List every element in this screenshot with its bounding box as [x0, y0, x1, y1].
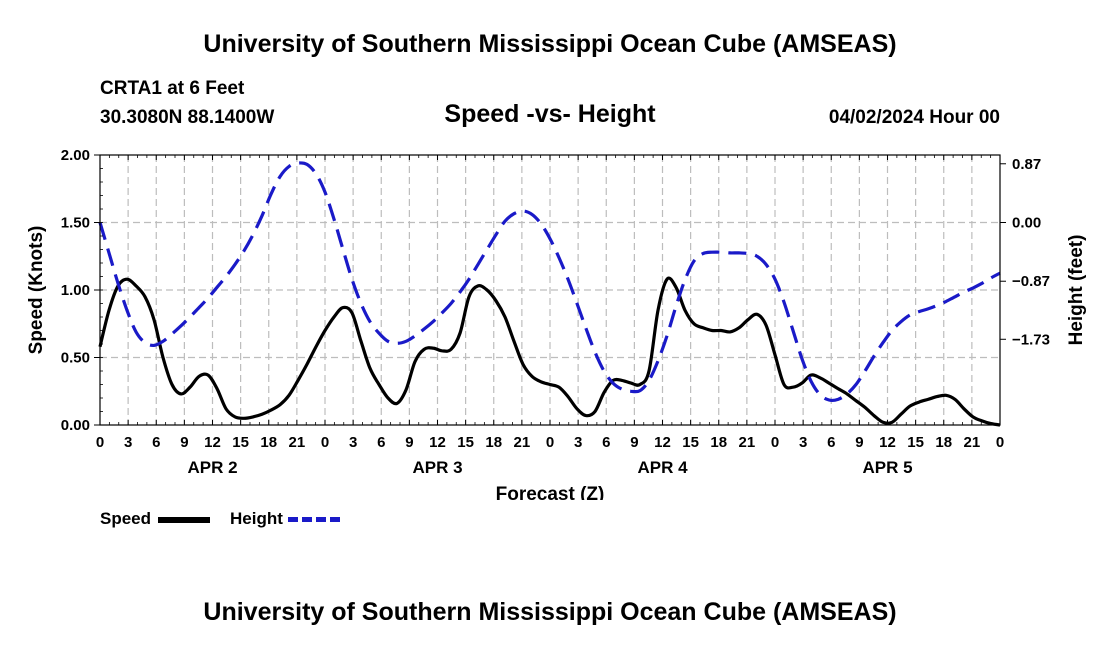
y-axis-right-title: Height (feet): [1066, 235, 1087, 346]
speed-series-line: [98, 276, 1001, 427]
height-series-line: [98, 161, 1001, 403]
x-tick-label: 0: [546, 434, 554, 451]
x-tick-label: 15: [682, 434, 699, 451]
chart-title: University of Southern Mississippi Ocean…: [203, 30, 897, 58]
x-tick-label: 21: [964, 434, 981, 451]
y-left-tick-label: 0.50: [61, 350, 90, 367]
x-tick-label: 0: [321, 434, 329, 451]
x-tick-label: 12: [429, 434, 446, 451]
x-tick-label: 6: [152, 434, 160, 451]
day-label: APR 2: [187, 458, 237, 477]
x-tick-label: 0: [96, 434, 104, 451]
x-tick-label: 6: [827, 434, 835, 451]
x-tick-label: 0: [771, 434, 779, 451]
x-tick-label: 6: [377, 434, 385, 451]
legend-height-swatch: [287, 517, 340, 523]
x-axis-title: Forecast (Z): [496, 484, 605, 500]
series-layer: [98, 161, 1001, 427]
y-axis-left-title: Speed (Knots): [26, 226, 47, 355]
y-right-tick-label: 0.87: [1012, 156, 1041, 173]
legend-height: Height: [230, 509, 340, 529]
station-label: CRTA1 at 6 Feet: [100, 78, 245, 99]
x-tick-label: 15: [457, 434, 474, 451]
chart-subtitle: Speed -vs- Height: [444, 100, 656, 128]
axes-layer: 0 3 6 9 12 15 18 21 0 3 6 9 12 15 18 21 0 3 6 9 12 15 18 21 0 3 6 9…: [61, 147, 1050, 477]
day-label: APR 5: [862, 458, 912, 477]
y-left-tick-label: 0.00: [61, 417, 90, 434]
x-tick-label: 3: [349, 434, 357, 451]
x-tick-label: 9: [405, 434, 413, 451]
x-tick-label: 9: [630, 434, 638, 451]
y-left-tick-label: 1.50: [61, 215, 90, 232]
y-right-tick-label: −1.73: [1012, 331, 1050, 348]
y-right-tick-label: −0.87: [1012, 273, 1050, 290]
x-tick-label: 21: [289, 434, 306, 451]
x-tick-label: 0: [996, 434, 1004, 451]
x-tick-label: 18: [935, 434, 952, 451]
day-label: APR 4: [637, 458, 688, 477]
x-tick-label: 3: [574, 434, 582, 451]
x-tick-label: 18: [710, 434, 727, 451]
y-left-tick-label: 2.00: [61, 147, 90, 164]
x-tick-label: 3: [799, 434, 807, 451]
x-tick-label: 21: [514, 434, 531, 451]
x-tick-label: 15: [232, 434, 249, 451]
y-left-tick-label: 1.00: [61, 282, 90, 299]
x-tick-label: 18: [260, 434, 277, 451]
legend-speed-swatch: [157, 516, 210, 523]
x-tick-label: 18: [485, 434, 502, 451]
day-label: APR 3: [412, 458, 462, 477]
x-tick-label: 6: [602, 434, 610, 451]
x-tick-label: 21: [739, 434, 756, 451]
footer-title: University of Southern Mississippi Ocean…: [203, 598, 897, 626]
x-tick-label: 15: [907, 434, 924, 451]
x-tick-label: 3: [124, 434, 132, 451]
legend-speed: Speed: [100, 509, 210, 529]
x-tick-label: 12: [654, 434, 671, 451]
x-tick-label: 9: [855, 434, 863, 451]
x-tick-label: 12: [879, 434, 896, 451]
legend-speed-label: Speed: [100, 509, 152, 528]
speed-height-chart: 0 3 6 9 12 15 18 21 0 3 6 9 12 15 18 21 0 3 6 9 12 15 18 21 0 3 6 9…: [26, 147, 1087, 500]
y-right-tick-label: 0.00: [1012, 215, 1041, 232]
coordinates-label: 30.3080N 88.1400W: [100, 107, 275, 128]
forecast-date-label: 04/02/2024 Hour 00: [828, 107, 1000, 128]
x-tick-label: 9: [180, 434, 188, 451]
legend-height-label: Height: [230, 509, 283, 528]
x-tick-label: 12: [204, 434, 221, 451]
